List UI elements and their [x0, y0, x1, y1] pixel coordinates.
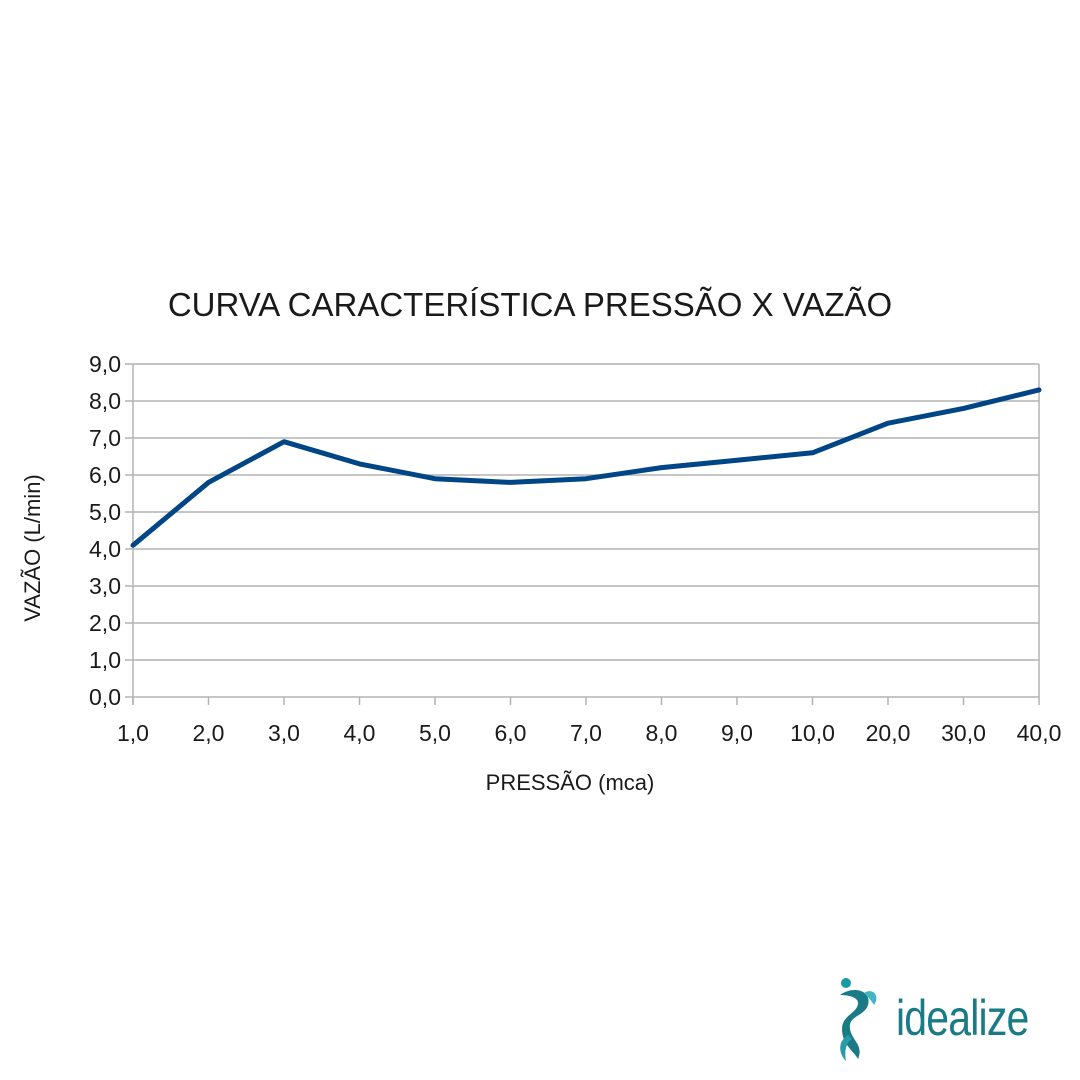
series-line	[130, 387, 1042, 548]
data-point	[659, 465, 664, 470]
x-tick-label: 20,0	[866, 720, 911, 746]
data-point	[282, 439, 286, 444]
x-tick-label: 2,0	[193, 720, 225, 746]
x-tick-label: 6,0	[495, 720, 527, 746]
data-point	[508, 480, 513, 485]
x-tick-label: 8,0	[646, 720, 678, 746]
y-tick-label: 8,0	[89, 388, 121, 414]
data-point	[1037, 387, 1041, 392]
x-tick-label: 40,0	[1017, 720, 1062, 746]
y-tick-label: 1,0	[89, 647, 121, 673]
chart-title: CURVA CARACTERÍSTICA PRESSÃO X VAZÃO	[168, 286, 892, 323]
series-layer	[130, 387, 1042, 548]
x-tick-label: 1,0	[117, 720, 149, 746]
logo-wordmark: idealize	[896, 990, 1029, 1046]
brand-logo: idealize	[834, 975, 1064, 1065]
y-tick-label: 6,0	[89, 462, 121, 488]
axes	[132, 364, 1040, 705]
y-tick-label: 4,0	[89, 536, 121, 562]
x-tick-label: 4,0	[344, 720, 376, 746]
x-axis-title: PRESSÃO (mca)	[486, 770, 655, 795]
x-tick-label: 9,0	[721, 720, 753, 746]
x-tick-label: 10,0	[790, 720, 835, 746]
data-point	[886, 421, 890, 426]
y-axis-title: VAZÃO (L/min)	[20, 474, 45, 622]
x-tick-labels: 1,0 2,0 3,0 4,0 5,0 6,0 7,0 8,0 9,0 10,0 20,0 30,0 4…	[117, 720, 1061, 746]
data-point	[961, 406, 966, 411]
x-tick-label: 7,0	[570, 720, 602, 746]
y-tick-labels: 0,0 1,0 2,0 3,0 4,0 5,0 6,0 7,0 8,0 9,0	[89, 351, 121, 710]
data-point	[206, 480, 211, 485]
x-tick-label: 5,0	[419, 720, 451, 746]
data-point	[735, 458, 739, 463]
y-tick-label: 0,0	[89, 684, 121, 710]
data-point	[584, 476, 588, 481]
y-tick-label: 5,0	[89, 499, 121, 525]
x-tick-label: 30,0	[941, 720, 986, 746]
data-point	[131, 543, 135, 548]
y-tick-label: 3,0	[89, 573, 121, 599]
data-point	[810, 450, 815, 455]
grid	[125, 363, 1039, 698]
y-tick-label: 2,0	[89, 610, 121, 636]
data-point	[433, 476, 437, 481]
data-point	[357, 461, 362, 466]
seahorse-icon	[840, 978, 877, 1061]
y-tick-label: 7,0	[89, 425, 121, 451]
y-tick-label: 9,0	[89, 351, 121, 377]
x-tick-label: 3,0	[268, 720, 300, 746]
